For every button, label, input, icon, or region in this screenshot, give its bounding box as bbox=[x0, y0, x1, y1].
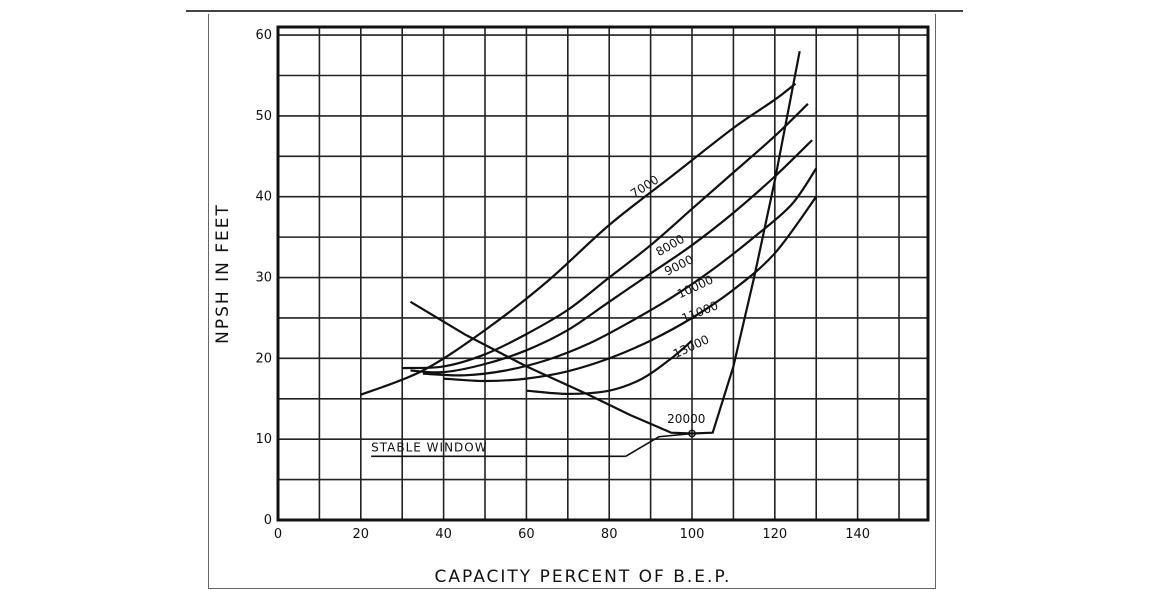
y-tick-label: 40 bbox=[255, 190, 272, 205]
y-axis-title: NPSH IN FEET bbox=[213, 203, 233, 344]
series-line-8000 bbox=[402, 103, 809, 370]
series-line-7000 bbox=[360, 82, 797, 396]
tick-labels: 0 20 40 60 80 100 120 140 0 10 20 30 40 50 60 bbox=[255, 28, 870, 542]
series-line-11000 bbox=[443, 196, 818, 383]
series-line-20000 bbox=[409, 50, 801, 435]
top-rule bbox=[186, 10, 963, 12]
series-label-9000: 9000 bbox=[662, 252, 696, 278]
x-tick-label: 60 bbox=[518, 527, 535, 542]
annotation-leader bbox=[625, 432, 693, 457]
x-tick-label: 20 bbox=[353, 527, 370, 542]
series-label-20000: 20000 bbox=[667, 412, 705, 426]
series-line-9000 bbox=[410, 139, 813, 374]
y-tick-label: 10 bbox=[255, 432, 272, 447]
x-tick-label: 40 bbox=[435, 527, 452, 542]
x-axis-title: CAPACITY PERCENT OF B.E.P. bbox=[435, 567, 732, 587]
y-tick-label: 0 bbox=[264, 513, 272, 528]
series-label-11000: 11000 bbox=[680, 298, 721, 325]
series-line-13000 bbox=[526, 339, 693, 395]
annotation-stable-window: STABLE WINDOW bbox=[371, 440, 487, 454]
x-tick-label: 140 bbox=[845, 527, 870, 542]
y-tick-label: 50 bbox=[255, 109, 272, 124]
x-tick-label: 0 bbox=[274, 527, 282, 542]
series-label-13000: 13000 bbox=[671, 332, 712, 361]
y-tick-label: 20 bbox=[255, 351, 272, 366]
stable-point-marker bbox=[688, 429, 696, 438]
figure-frame bbox=[208, 14, 936, 589]
annotations: STABLE WINDOW bbox=[371, 429, 696, 458]
series bbox=[360, 50, 818, 435]
x-tick-label: 120 bbox=[762, 527, 787, 542]
x-tick-label: 80 bbox=[601, 527, 618, 542]
y-tick-label: 30 bbox=[255, 271, 272, 286]
x-tick-label: 100 bbox=[680, 527, 705, 542]
grid bbox=[278, 27, 928, 520]
y-tick-label: 60 bbox=[255, 28, 272, 43]
plot-border bbox=[276, 25, 930, 522]
